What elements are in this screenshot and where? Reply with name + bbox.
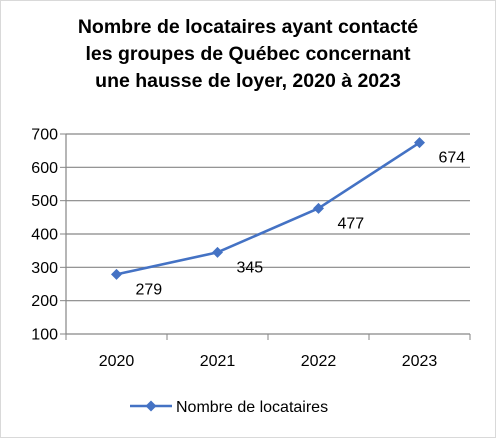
legend-marker-swatch bbox=[145, 400, 157, 412]
data-point-marker bbox=[212, 246, 223, 258]
x-tick-label: 2023 bbox=[402, 353, 438, 370]
x-axis-ticks: 2020 2021 2022 2023 bbox=[99, 353, 438, 370]
data-point-marker bbox=[414, 137, 425, 149]
gridlines bbox=[66, 133, 470, 302]
x-tick-label: 2020 bbox=[99, 353, 135, 370]
data-label: 674 bbox=[439, 150, 466, 167]
legend-label: Nombre de locataires bbox=[176, 399, 328, 416]
y-tick-label: 500 bbox=[31, 193, 58, 210]
data-point-marker bbox=[111, 268, 122, 280]
data-label: 345 bbox=[237, 259, 264, 276]
chart-title: Nombre de locataires ayant contacté les … bbox=[0, 14, 496, 95]
chart-title-line-1: Nombre de locataires ayant contacté bbox=[77, 16, 419, 38]
y-tick-label: 400 bbox=[31, 227, 58, 244]
y-axis-ticks: 100 200 300 400 500 600 700 bbox=[31, 127, 58, 344]
y-tick-label: 200 bbox=[31, 293, 58, 310]
chart-title-line-3: une hausse de loyer, 2020 à 2023 bbox=[95, 70, 401, 92]
y-tick-label: 100 bbox=[31, 327, 58, 344]
y-tick-label: 700 bbox=[31, 127, 58, 144]
data-label: 477 bbox=[338, 215, 365, 232]
series bbox=[111, 137, 425, 280]
x-tick-label: 2022 bbox=[301, 353, 337, 370]
axes bbox=[60, 133, 471, 340]
data-label: 279 bbox=[136, 281, 163, 298]
data-point-marker bbox=[313, 202, 324, 214]
y-tick-label: 600 bbox=[31, 160, 58, 177]
legend: Nombre de locataires bbox=[130, 399, 328, 416]
data-labels: 279 345 477 674 bbox=[136, 150, 466, 299]
y-tick-label: 300 bbox=[31, 260, 58, 277]
x-tick-label: 2021 bbox=[200, 353, 236, 370]
chart-title-line-2: les groupes de Québec concernant bbox=[85, 43, 411, 65]
series-line bbox=[116, 141, 421, 276]
